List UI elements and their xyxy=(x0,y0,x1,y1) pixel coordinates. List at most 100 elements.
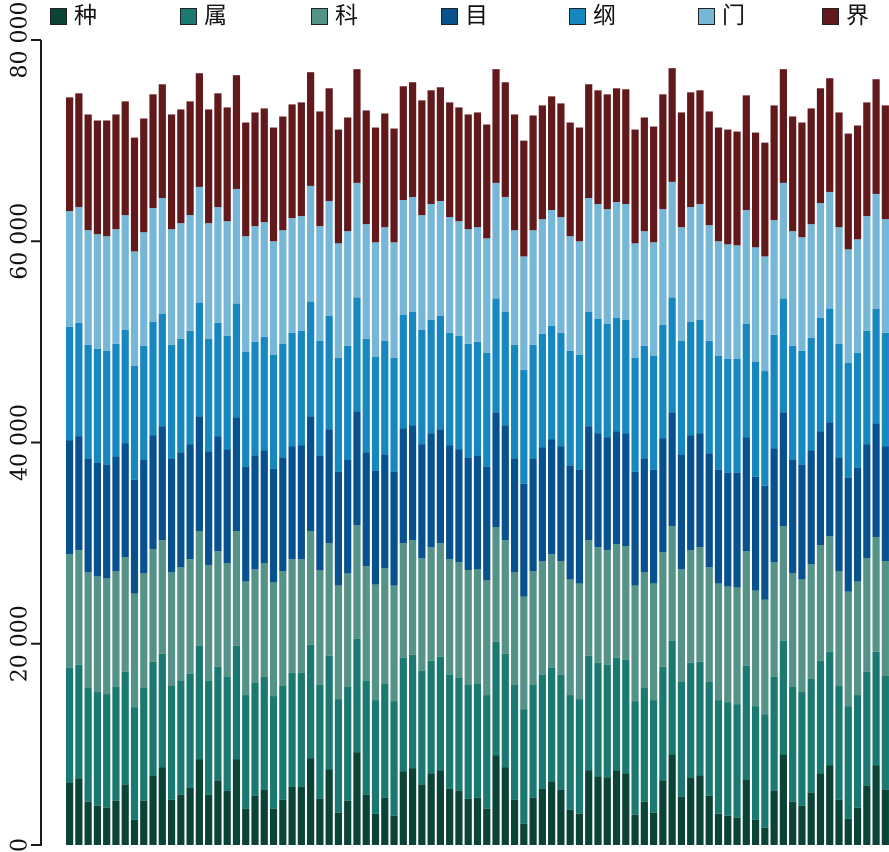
bar-segment xyxy=(408,540,417,655)
bar-segment xyxy=(436,201,444,316)
bar-segment xyxy=(84,801,92,845)
bar-segment xyxy=(761,714,769,828)
bar-segment xyxy=(538,219,546,334)
bar-segment xyxy=(724,129,732,245)
bar-segment xyxy=(594,90,602,205)
bar-segment xyxy=(399,314,407,429)
bar-segment xyxy=(381,113,389,228)
bar-segment xyxy=(585,770,593,845)
bar-segment xyxy=(677,454,686,570)
legend-swatch xyxy=(698,7,715,25)
bar-segment xyxy=(835,343,843,458)
bar-segment xyxy=(344,231,352,346)
bar-segment xyxy=(881,219,889,333)
bar-segment xyxy=(446,788,454,845)
bar-segment xyxy=(789,687,797,802)
bar-segment xyxy=(492,298,500,413)
bar-segment xyxy=(334,357,343,472)
bar-segment xyxy=(566,122,574,237)
bar-segment xyxy=(121,101,129,216)
bar-segment xyxy=(575,469,584,584)
bar-segment xyxy=(779,69,787,183)
bar-segment xyxy=(334,812,343,845)
bar-segment xyxy=(733,472,741,588)
bar-segment xyxy=(575,354,584,470)
bar-segment xyxy=(594,433,602,548)
bar-segment xyxy=(779,640,787,755)
bar-segment xyxy=(733,704,741,818)
bar-segment xyxy=(75,664,83,779)
bar-segment xyxy=(529,571,537,686)
bar-segment xyxy=(881,105,889,220)
bar-segment xyxy=(594,776,602,845)
bar-segment xyxy=(863,102,871,217)
bar-segment xyxy=(214,322,222,437)
bar-segment xyxy=(696,433,704,548)
bar-segment xyxy=(668,640,676,755)
bar-segment xyxy=(436,770,444,845)
bar-segment xyxy=(650,583,658,701)
bar-segment xyxy=(232,75,241,189)
bar-segment xyxy=(872,765,880,845)
bar-segment xyxy=(538,788,546,845)
bar-segment xyxy=(325,769,333,845)
bar-segment xyxy=(742,210,750,324)
bar-segment xyxy=(612,770,621,845)
bar-segment xyxy=(538,333,546,448)
bar-segment xyxy=(473,341,482,456)
bar-segment xyxy=(826,765,834,845)
bar-segment xyxy=(260,563,268,677)
bar-segment xyxy=(455,221,463,336)
bar-segment xyxy=(483,695,491,809)
bar-segment xyxy=(798,350,806,465)
bar-segment xyxy=(408,82,417,197)
bar-segment xyxy=(177,567,185,681)
bar-segment xyxy=(566,695,574,810)
bar-segment xyxy=(789,459,797,574)
bar-segment xyxy=(473,684,482,798)
bar-segment xyxy=(232,759,241,845)
bar-segment xyxy=(381,568,389,684)
bar-segment xyxy=(603,777,611,845)
bar-segment xyxy=(761,256,769,372)
bar-segment xyxy=(371,700,380,814)
bar-segment xyxy=(325,655,333,770)
bar-segment xyxy=(408,425,417,541)
bar-segment xyxy=(585,655,593,771)
bar-segment xyxy=(279,457,287,572)
bar-segment xyxy=(881,332,889,447)
bar-segment xyxy=(232,417,241,532)
bar-segment xyxy=(650,700,658,813)
bar-segment xyxy=(371,242,380,357)
bar-segment xyxy=(390,242,398,358)
bar-segment xyxy=(696,90,704,205)
bar-segment xyxy=(399,543,407,658)
bar-segment xyxy=(418,784,426,846)
bar-segment xyxy=(520,596,528,710)
bar-segment xyxy=(279,686,287,800)
bar-segment xyxy=(84,114,92,231)
bar-segment xyxy=(650,242,658,356)
bar-segment xyxy=(650,126,658,243)
bar-segment xyxy=(103,350,111,465)
bar-segment xyxy=(557,217,565,333)
bar-segment xyxy=(501,653,509,768)
bar-segment xyxy=(585,426,593,541)
bar-segment xyxy=(798,237,806,351)
bar-segment xyxy=(186,330,194,445)
bar-segment xyxy=(408,311,417,426)
bar-segment xyxy=(297,216,305,331)
bar-segment xyxy=(529,797,537,845)
bar-segment xyxy=(603,664,611,778)
bar-segment xyxy=(214,666,222,781)
y-tick-label: 0 xyxy=(8,838,33,852)
bar-segment xyxy=(223,107,231,222)
bar-segment xyxy=(307,72,315,186)
bar-segment xyxy=(529,230,537,345)
bar-segment xyxy=(205,680,213,795)
bar-segment xyxy=(112,800,120,845)
bar-segment xyxy=(390,701,398,816)
bar-segment xyxy=(288,446,296,560)
bar-segment xyxy=(483,124,491,239)
bar-segment xyxy=(427,773,435,845)
